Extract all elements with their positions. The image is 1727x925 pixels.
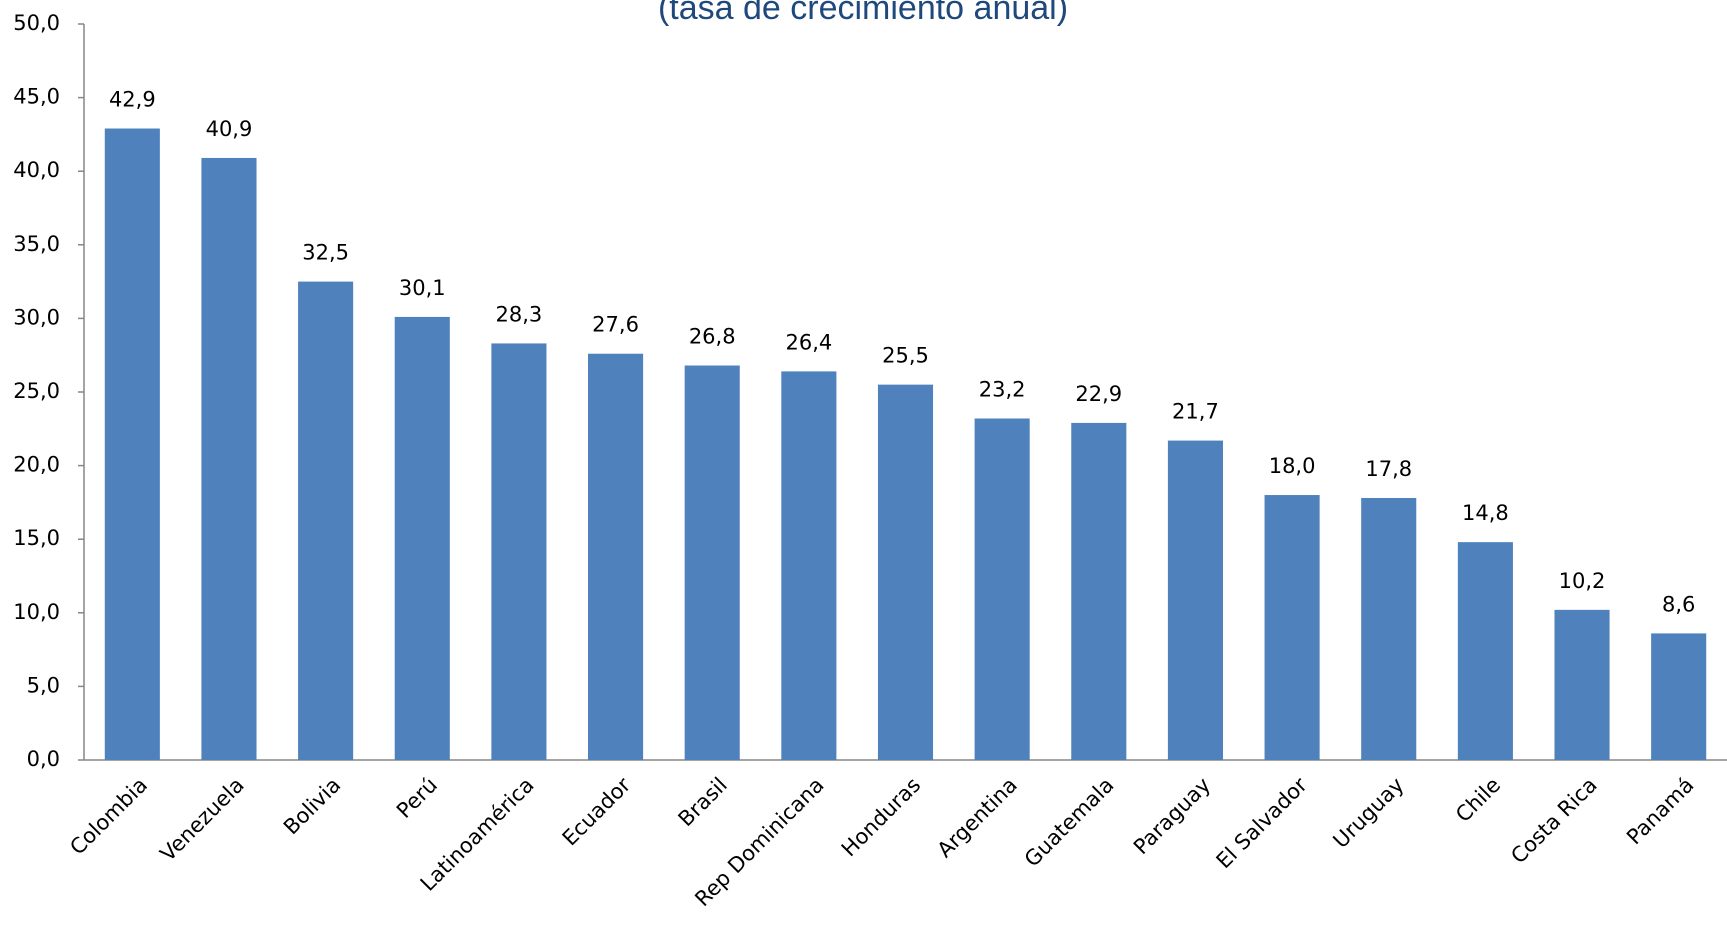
- bar: [1361, 497, 1417, 760]
- y-tick-label: 0,0: [27, 747, 60, 771]
- y-tick-label: 15,0: [13, 526, 60, 550]
- x-tick-label: Guatemala: [1020, 773, 1119, 872]
- data-label: 10,2: [1559, 569, 1606, 593]
- y-tick-label: 20,0: [13, 453, 60, 477]
- data-label: 17,8: [1365, 457, 1412, 481]
- data-label: 23,2: [979, 377, 1026, 401]
- bar: [1554, 609, 1610, 760]
- bar: [684, 365, 740, 760]
- x-tick-label: Ecuador: [558, 773, 636, 851]
- x-tick-label: Paraguay: [1129, 773, 1215, 859]
- data-label: 40,9: [206, 117, 253, 141]
- x-tick-label: Bolivia: [279, 773, 346, 840]
- y-tick-label: 30,0: [13, 305, 60, 329]
- bar: [588, 353, 644, 760]
- data-label: 21,7: [1172, 400, 1219, 424]
- bar: [201, 157, 257, 760]
- x-tick-label: Costa Rica: [1506, 773, 1602, 869]
- bar: [394, 316, 450, 760]
- bar: [1071, 422, 1127, 760]
- data-label: 18,0: [1269, 454, 1316, 478]
- bar: [1264, 495, 1320, 760]
- x-tick-label: Honduras: [837, 773, 925, 861]
- data-label: 22,9: [1075, 382, 1122, 406]
- x-tick-label: Colombia: [65, 773, 152, 860]
- data-label: 27,6: [592, 313, 639, 337]
- chart-title: (tasa de crecimiento anual): [658, 0, 1068, 27]
- y-tick-label: 40,0: [13, 158, 60, 182]
- x-tick-label: Venezuela: [156, 773, 249, 866]
- y-tick-label: 10,0: [13, 600, 60, 624]
- data-label: 28,3: [496, 302, 543, 326]
- bar: [1167, 440, 1223, 760]
- bar: [781, 371, 837, 760]
- data-label: 26,8: [689, 325, 736, 349]
- bar: [1457, 542, 1513, 760]
- bar: [104, 128, 160, 761]
- bar: [298, 281, 354, 760]
- x-tick-label: Perú: [392, 773, 442, 823]
- data-label: 42,9: [109, 88, 156, 112]
- data-label: 26,4: [785, 330, 832, 354]
- bar: [877, 384, 934, 760]
- data-label: 30,1: [399, 276, 446, 300]
- x-tick-label: Panamá: [1622, 773, 1698, 849]
- x-tick-label: Chile: [1451, 773, 1505, 827]
- x-tick-label: El Salvador: [1212, 773, 1313, 874]
- x-tick-label: Argentina: [933, 773, 1022, 862]
- data-label: 14,8: [1462, 501, 1509, 525]
- bar: [974, 418, 1030, 760]
- y-tick-label: 50,0: [13, 11, 60, 35]
- y-tick-label: 25,0: [13, 379, 60, 403]
- y-tick-label: 45,0: [13, 85, 60, 109]
- y-tick-label: 35,0: [13, 232, 60, 256]
- data-label: 8,6: [1662, 592, 1695, 616]
- data-label: 25,5: [882, 344, 929, 368]
- y-tick-label: 5,0: [27, 673, 60, 697]
- x-tick-label: Brasil: [674, 773, 732, 831]
- x-tick-label: Uruguay: [1328, 773, 1408, 853]
- data-label: 32,5: [302, 241, 349, 265]
- bar: [491, 343, 547, 760]
- bar: [1651, 633, 1707, 760]
